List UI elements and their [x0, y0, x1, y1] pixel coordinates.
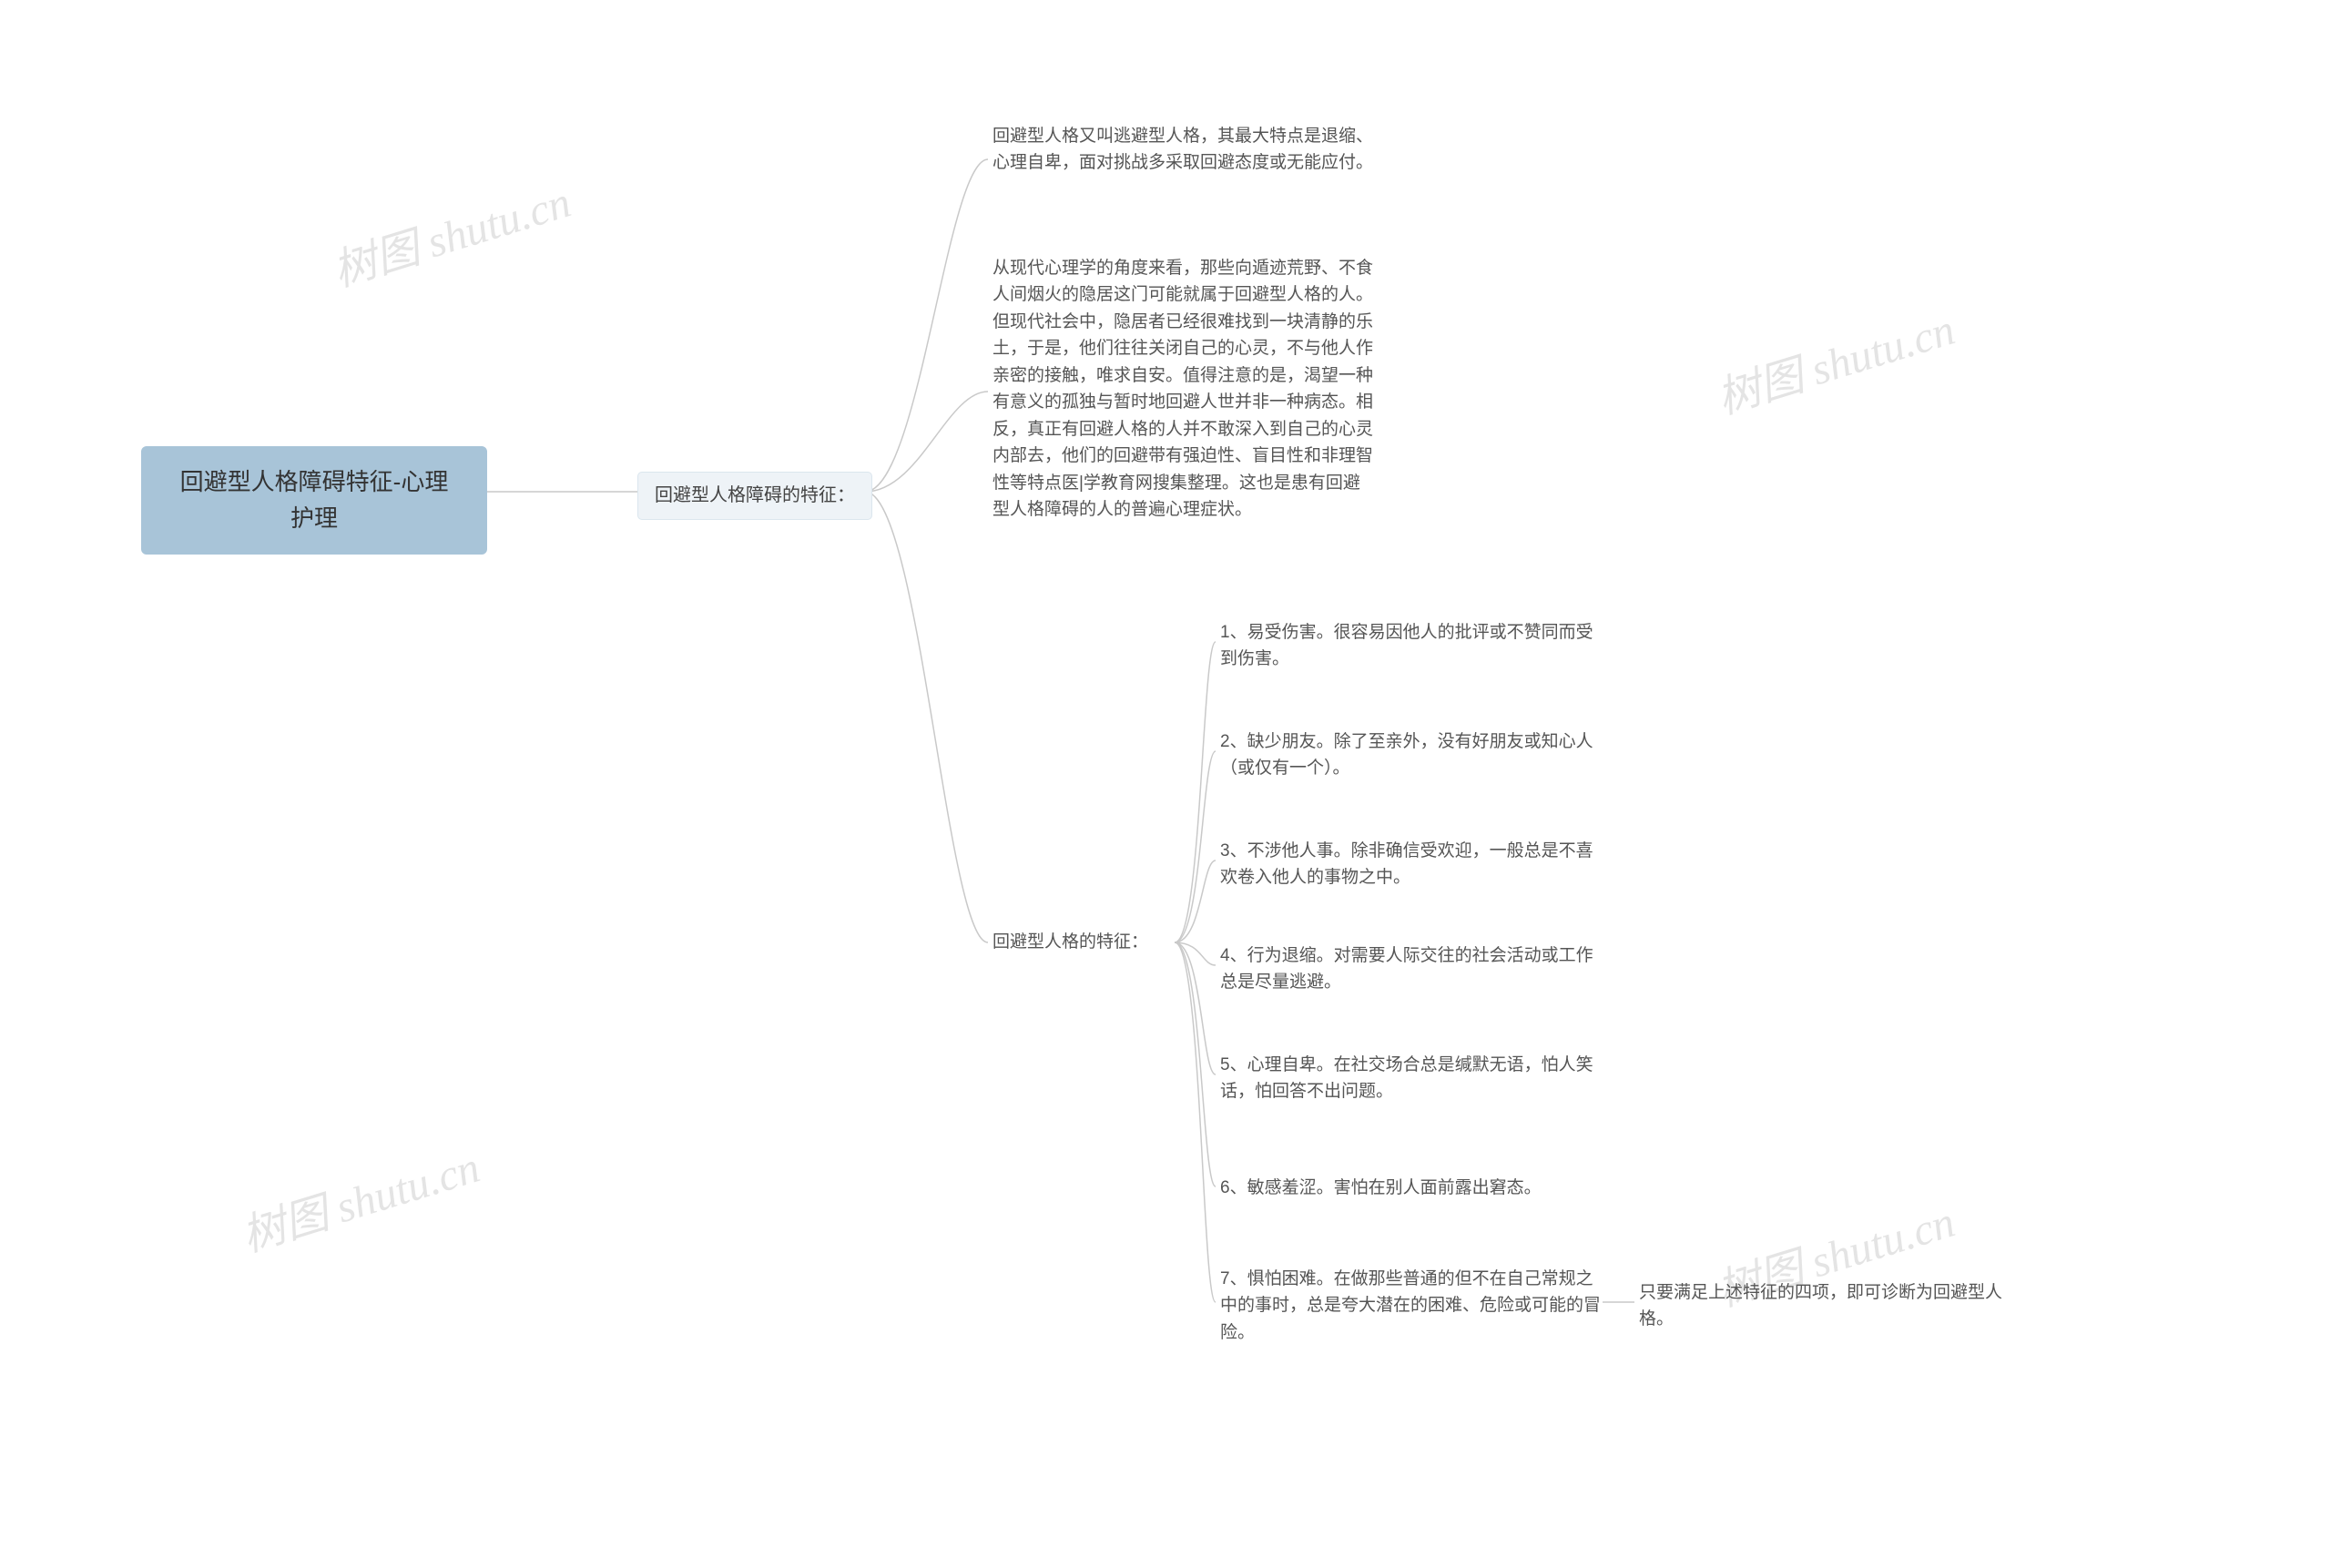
watermark: 树图 shutu.cn	[324, 166, 577, 299]
leaf-definition: 回避型人格又叫逃避型人格，其最大特点是退缩、心理自卑，面对挑战多采取回避态度或无…	[992, 123, 1375, 177]
leaf-item-4: 4、行为退缩。对需要人际交往的社会活动或工作总是尽量逃避。	[1220, 942, 1603, 996]
root-node[interactable]: 回避型人格障碍特征-心理 护理	[141, 446, 487, 555]
leaf-psychology-perspective: 从现代心理学的角度来看，那些向遁迹荒野、不食人间烟火的隐居这门可能就属于回避型人…	[992, 255, 1375, 523]
leaf-diagnosis-criteria: 只要满足上述特征的四项，即可诊断为回避型人格。	[1639, 1279, 2021, 1333]
leaf-item-7: 7、惧怕困难。在做那些普通的但不在自己常规之中的事时，总是夸大潜在的困难、危险或…	[1220, 1266, 1603, 1346]
leaf-item-6: 6、敏感羞涩。害怕在别人面前露出窘态。	[1220, 1175, 1603, 1201]
leaf-item-3: 3、不涉他人事。除非确信受欢迎，一般总是不喜欢卷入他人的事物之中。	[1220, 838, 1603, 891]
level2-node-characteristics-personality[interactable]: 回避型人格的特征：	[992, 929, 1148, 955]
watermark: 树图 shutu.cn	[1708, 293, 1961, 426]
leaf-item-2: 2、缺少朋友。除了至亲外，没有好朋友或知心人（或仅有一个）。	[1220, 728, 1603, 782]
mindmap-canvas: 树图 shutu.cn 树图 shutu.cn 树图 shutu.cn 树图 s…	[0, 0, 2331, 1568]
leaf-item-5: 5、心理自卑。在社交场合总是缄默无语，怕人笑话，怕回答不出问题。	[1220, 1052, 1603, 1105]
watermark: 树图 shutu.cn	[233, 1131, 486, 1264]
level1-node-characteristics-disorder[interactable]: 回避型人格障碍的特征：	[637, 472, 872, 520]
leaf-item-1: 1、易受伤害。很容易因他人的批评或不赞同而受到伤害。	[1220, 619, 1603, 673]
